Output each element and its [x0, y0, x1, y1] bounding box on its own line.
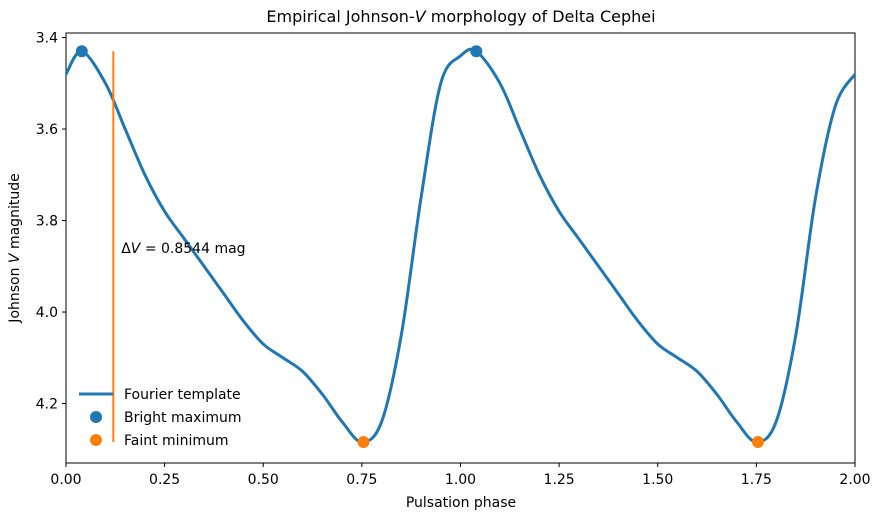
legend-label-bright-maximum: Bright maximum — [124, 410, 242, 426]
legend-swatch-faint-minimum — [90, 434, 102, 446]
legend-swatch-bright-maximum — [90, 411, 102, 423]
legend: Fourier template Bright maximum Faint mi… — [79, 387, 242, 449]
x-tick-label: 1.50 — [642, 472, 673, 488]
marker-bright-maximum — [470, 45, 483, 58]
x-tick-label: 0.75 — [346, 472, 377, 488]
x-tick-label: 0.25 — [149, 472, 180, 488]
plot-area — [64, 45, 857, 448]
y-tick-label: 3.4 — [36, 31, 58, 47]
x-tick-label: 1.25 — [544, 472, 575, 488]
marker-faint-minimum — [357, 435, 370, 448]
legend-label-faint-minimum: Faint minimum — [124, 433, 229, 449]
chart-title: Empirical Johnson-V morphology of Delta … — [266, 7, 655, 26]
x-tick-label: 1.75 — [741, 472, 772, 488]
series-line-fourier-template — [64, 47, 857, 444]
x-tick-label: 2.00 — [839, 472, 870, 488]
amplitude-annotation: ΔV = 0.8544 mag — [121, 241, 245, 257]
y-tick-label: 4.0 — [36, 305, 58, 321]
y-axis-label: Johnson V magnitude — [7, 173, 23, 323]
x-tick-label: 0.50 — [248, 472, 279, 488]
x-tick-label: 0.00 — [50, 472, 81, 488]
y-axis: 3.4 3.6 3.8 4.0 4.2 — [36, 31, 66, 413]
x-axis: 0.00 0.25 0.50 0.75 1.00 1.25 1.50 1.75 2.00 — [50, 463, 871, 488]
marker-faint-minimum — [751, 435, 764, 448]
x-axis-label: Pulsation phase — [406, 495, 516, 511]
y-tick-label: 3.8 — [36, 214, 58, 230]
y-tick-label: 3.6 — [36, 122, 58, 138]
legend-label-fourier-template: Fourier template — [124, 387, 241, 403]
marker-bright-maximum — [75, 45, 88, 58]
x-tick-label: 1.00 — [445, 472, 476, 488]
y-tick-label: 4.2 — [36, 397, 58, 413]
